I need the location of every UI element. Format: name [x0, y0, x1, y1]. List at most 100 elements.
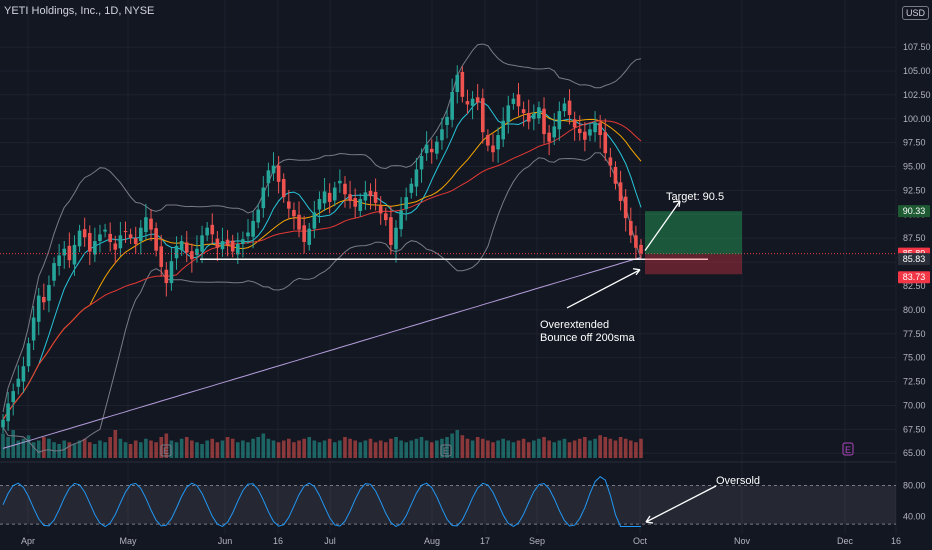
y-tick-label: 75.00 — [903, 353, 926, 363]
candle-body — [266, 170, 271, 184]
candle-body — [486, 135, 490, 146]
volume-bar — [429, 442, 434, 458]
candle-body — [235, 243, 240, 255]
volume-bar — [317, 442, 322, 458]
candle-body — [608, 157, 613, 166]
volume-bar — [583, 437, 587, 458]
note-arrow-head — [632, 268, 641, 276]
candle-body — [378, 205, 383, 214]
candle-body — [98, 234, 102, 242]
candle-body — [572, 119, 577, 128]
candle-body — [368, 190, 373, 197]
candle-body — [57, 255, 61, 266]
candle-body — [465, 101, 470, 105]
candle-body — [108, 233, 112, 243]
candle-body — [103, 229, 107, 232]
volume-bar — [480, 438, 485, 458]
candle-body — [179, 241, 184, 251]
candle-body — [21, 366, 26, 382]
volume-bar — [521, 438, 526, 458]
volume-bar — [389, 438, 393, 458]
candle-body — [613, 167, 618, 184]
bb-lower-line — [2, 152, 642, 453]
candle-body — [200, 235, 204, 252]
volume-bar — [465, 438, 470, 458]
volume-bar — [378, 440, 383, 458]
volume-bar — [149, 440, 153, 458]
target-arrow — [644, 200, 681, 252]
volume-bar — [501, 438, 505, 458]
volume-bar — [312, 440, 317, 458]
volume-bar — [394, 437, 398, 458]
oversold-label: Oversold — [716, 475, 760, 487]
volume-bar — [42, 437, 46, 458]
candle-body — [588, 129, 592, 136]
volume-bar — [547, 440, 551, 458]
candle-body — [394, 227, 398, 250]
candle-body — [322, 191, 327, 204]
candle-body — [491, 145, 495, 153]
price-tag-label: 83.73 — [903, 272, 926, 282]
y-tick-label: 92.50 — [903, 185, 926, 195]
candle-body — [389, 217, 393, 245]
candle-body — [87, 232, 92, 252]
volume-bar — [246, 442, 250, 458]
sma-mid-line — [2, 111, 642, 421]
stop-zone — [645, 254, 742, 275]
candle-body — [532, 114, 536, 119]
candle-body — [205, 227, 209, 236]
note-label-2: Bounce off 200sma — [540, 332, 635, 344]
candle-body — [460, 71, 465, 97]
volume-bar — [235, 442, 240, 458]
price-tag-box — [898, 205, 930, 218]
candle-body — [567, 100, 572, 115]
volume-bar — [16, 440, 21, 458]
volume-bar — [6, 437, 10, 458]
volume-bar — [184, 437, 189, 458]
price-tag-box — [898, 271, 930, 284]
candle-body — [603, 132, 608, 154]
candle-body — [271, 165, 276, 174]
candle-body — [399, 210, 403, 230]
target-label: Target: 90.5 — [666, 191, 724, 203]
volume-bar — [205, 440, 209, 458]
volume-bar — [368, 438, 373, 458]
candle-body — [144, 217, 148, 233]
candle-body — [220, 241, 225, 250]
candle-body — [501, 120, 505, 140]
volume-bar — [455, 430, 460, 458]
candle-body — [384, 213, 388, 221]
volume-bar — [348, 438, 352, 458]
candle-body — [113, 243, 118, 250]
currency-badge[interactable]: USD — [902, 6, 930, 20]
volume-bar — [363, 440, 368, 458]
candle-body — [414, 169, 419, 187]
note-label-1: Overextended — [540, 319, 609, 331]
volume-bar — [445, 437, 449, 458]
candle-body — [276, 165, 281, 182]
volume-bar — [450, 433, 454, 458]
candle-body — [133, 238, 138, 244]
candle-body — [118, 235, 123, 249]
volume-bars — [1, 430, 643, 458]
candle-body — [353, 198, 357, 207]
candle-body — [618, 182, 623, 201]
volume-bar — [225, 437, 230, 458]
volume-bar — [108, 437, 112, 458]
time-axis[interactable]: Apr May Jun 16 Jul Aug 17 Sep Oct Nov Dec 16 — [21, 536, 901, 546]
candle-body — [404, 197, 409, 210]
volume-bar — [1, 433, 5, 458]
volume-bar — [281, 440, 286, 458]
candle-body — [496, 135, 500, 150]
x-tick-label: Oct — [633, 536, 648, 546]
candle-body — [6, 403, 10, 422]
volume-bar — [353, 440, 357, 458]
volume-bar — [271, 440, 276, 458]
volume-bar — [338, 440, 342, 458]
volume-bar — [475, 437, 480, 458]
candle-body — [317, 199, 322, 210]
volume-bar — [634, 442, 638, 458]
volume-bar — [404, 442, 409, 458]
volume-bar — [292, 442, 296, 458]
